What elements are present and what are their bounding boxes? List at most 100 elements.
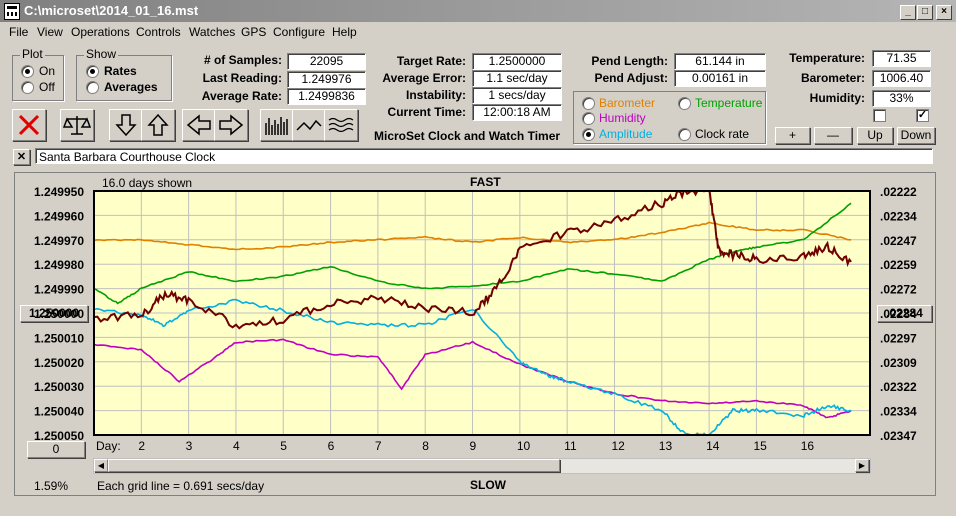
y-left-tick: 1.250040 [34,405,84,419]
day-start-button[interactable]: 0 [27,441,85,458]
plot-on-label: On [39,64,56,78]
average-error-label: Average Error: [382,71,466,85]
center-rate-button[interactable]: 1.250000 [20,305,88,322]
menu-gps[interactable]: GPS [241,25,267,39]
wave-graph-button[interactable] [324,109,358,141]
y-left-tick: 1.250030 [34,380,84,394]
pend-length-label: Pend Length: [591,54,668,68]
menu-help[interactable]: Help [332,25,357,39]
y-left-tick: 1.250010 [34,331,84,345]
y-right-tick: .02222 [880,185,917,199]
show-group-label: Show [84,47,119,61]
barometer-label: Barometer: [800,71,865,85]
y-left-tick: 1.250050 [34,429,84,443]
scroll-right-arrow-icon[interactable]: ▶ [855,459,869,472]
overlay-barometer-radio[interactable] [582,97,595,110]
wave-graph-icon [328,117,354,133]
current-time-label: Current Time: [387,105,466,119]
fast-label: FAST [470,175,501,189]
arrow-down-icon [115,114,137,137]
overlay-amplitude-label: Amplitude [599,127,653,141]
title-bar: C:\microset\2014_01_16.mst _ □ × [0,0,956,22]
close-icon[interactable]: × [936,5,952,20]
arrow-right-button[interactable] [214,109,248,141]
series-line-humidity [93,338,852,419]
y-left-tick: 1.249970 [34,234,84,248]
y-right-tick: .02284 [880,307,917,321]
pend-adjust-field: 0.00161 in [674,70,766,87]
target-rate-label: Target Rate: [396,54,466,68]
left-checkbox[interactable] [873,109,886,122]
show-rates-radio[interactable] [86,65,99,78]
minimize-icon[interactable]: _ [900,5,916,20]
bar-graph-icon [265,117,288,135]
x-tick: 7 [375,439,382,453]
slow-label: SLOW [470,478,506,492]
right-checkbox[interactable]: ✓ [916,109,929,122]
x-tick: 10 [517,439,531,453]
y-left-tick: 1.250000 [34,307,84,321]
y-right-tick: .02272 [880,283,917,297]
maximize-icon[interactable]: □ [917,5,933,20]
x-tick: 13 [659,439,673,453]
stop-button[interactable] [12,109,46,141]
menu-watches[interactable]: Watches [189,25,236,39]
show-averages-radio[interactable] [86,81,99,94]
humidity-label: Humidity: [809,91,865,105]
menu-view[interactable]: View [37,25,63,39]
x-tick: 4 [233,439,240,453]
plot-off-label: Off [39,80,55,94]
instability-field: 1 secs/day [472,87,562,104]
overlay-temperature-radio[interactable] [678,97,691,110]
scroll-up-button[interactable]: Up [857,127,893,144]
temperature-field: 71.35 [872,50,931,67]
series-line-amplitude [93,298,852,436]
plot-on-radio[interactable] [21,65,34,78]
center-amplitude-button[interactable]: .02284 [877,305,932,322]
arrow-up-icon [147,113,169,136]
y-right-tick: .02297 [880,331,917,345]
arrow-left-icon [186,114,211,136]
x-tick: 12 [611,439,625,453]
percent-label: 1.59% [34,479,69,493]
x-tick: 11 [564,439,577,453]
x-tick: 9 [470,439,477,453]
menu-controls[interactable]: Controls [136,25,181,39]
series-line-barometer [93,221,852,251]
overlay-amplitude-radio[interactable] [582,128,595,141]
series-line-temperature [93,202,852,305]
clock-name-field[interactable]: Santa Barbara Courthouse Clock [35,148,933,164]
last-reading-label: Last Reading: [202,71,282,85]
show-rates-label: Rates [104,64,137,78]
x-tick: 2 [138,439,145,453]
stop-icon [18,114,40,136]
scale-plus-button[interactable]: + [775,127,810,144]
x-tick: 5 [280,439,287,453]
menu-operations[interactable]: Operations [71,25,130,39]
plot-off-radio[interactable] [21,81,34,94]
target-rate-field[interactable]: 1.2500000 [472,53,562,70]
days-shown-label: 16.0 days shown [102,176,193,190]
y-right-tick: .02247 [880,234,917,248]
arrow-up-button[interactable] [141,109,175,141]
temperature-label: Temperature: [789,51,865,65]
balance-button[interactable] [60,109,94,141]
close-clock-button[interactable]: ✕ [13,149,30,165]
scroll-left-arrow-icon[interactable]: ◀ [94,459,108,472]
y-left-tick: 1.249960 [34,209,84,223]
plot-border [93,190,871,436]
line-graph-button[interactable] [292,109,326,141]
app-name-label: MicroSet Clock and Watch Timer [374,129,561,143]
y-left-tick: 1.249990 [34,283,84,297]
menu-file[interactable]: File [9,25,29,39]
overlay-barometer-label: Barometer [599,96,656,110]
overlay-clock-rate-radio[interactable] [678,128,691,141]
scale-minus-button[interactable]: — [814,127,852,144]
scroll-down-button[interactable]: Down [897,127,935,144]
overlay-humidity-radio[interactable] [582,112,595,125]
x-tick: 6 [328,439,335,453]
menu-configure[interactable]: Configure [273,25,326,39]
scroll-thumb[interactable] [108,459,560,472]
y-left-tick: 1.250020 [34,356,84,370]
current-time-field: 12:00:18 AM [472,104,562,121]
